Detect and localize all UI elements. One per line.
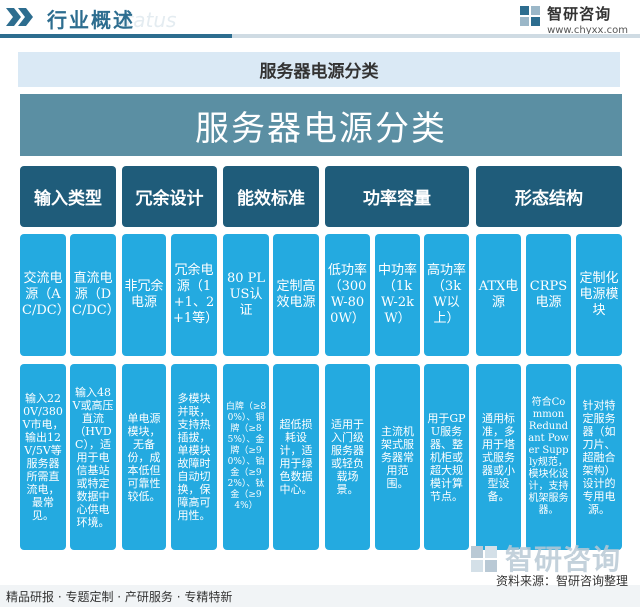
sub-high-power: 高功率（3kW以上） xyxy=(424,234,469,356)
desc-ac-dc: 输入220V/380V市电，输出12V/5V等服务器所需直流电，最常见。 xyxy=(20,364,66,550)
sub-non-redundant: 非冗余电源 xyxy=(122,234,166,356)
desc-dc-dc: 输入48V或高压直流（HVDC），适用于电信基站或特定数据中心供电环境。 xyxy=(70,364,116,550)
header: status 行业概述 智研咨询 www.chyxx.com xyxy=(0,0,640,38)
brand: 智研咨询 www.chyxx.com xyxy=(520,3,628,36)
desc-crps: 符合Common Redundant Power Supply规范，模块化设计，… xyxy=(526,364,571,550)
brand-url: www.chyxx.com xyxy=(547,25,628,36)
watermark-text: 智研咨询 xyxy=(505,543,622,576)
watermark-logo-icon xyxy=(469,544,499,574)
header-divider-accent xyxy=(0,34,232,38)
source-note: 资料来源：智研咨询整理 xyxy=(495,574,628,588)
sub-ac-dc: 交流电源（AC/DC） xyxy=(20,234,66,356)
page-title: 行业概述 xyxy=(47,8,135,32)
desc-low-power: 适用于入门级服务器或轻负载场景。 xyxy=(325,364,370,550)
desc-80plus: 白牌（≥80%）、铜牌（≥85%）、金牌（≥90%）、铂金（≥92%）、钛金（≥… xyxy=(223,364,269,550)
brand-name: 智研咨询 xyxy=(547,5,612,23)
footer-services: 精品研报 · 专题定制 · 产研服务 · 专精特新 xyxy=(6,590,233,604)
diagram-main-title: 服务器电源分类 xyxy=(20,94,622,156)
desc-high-power: 用于GPU服务器、整机柜或超大规模计算节点。 xyxy=(424,364,469,550)
desc-non-redundant: 单电源模块，无备份，成本低但可靠性较低。 xyxy=(122,364,166,550)
category-form-factor: 形态结构 xyxy=(476,166,622,227)
footer: 精品研报 · 专题定制 · 产研服务 · 专精特新 资料来源：智研咨询整理 xyxy=(0,574,640,607)
sub-custom-efficient: 定制高效电源 xyxy=(273,234,319,356)
sub-redundant: 冗余电源（1+1、2+1等） xyxy=(171,234,217,356)
category-input-type: 输入类型 xyxy=(20,166,116,227)
desc-custom-efficient: 超低损耗设计，适用于绿色数据中心。 xyxy=(273,364,319,550)
sub-low-power: 低功率（300W-800W） xyxy=(325,234,370,356)
header-watermark: status xyxy=(115,8,177,32)
sub-custom-module: 定制化电源模块 xyxy=(576,234,622,356)
sub-dc-dc: 直流电源（DC/DC） xyxy=(70,234,116,356)
brand-logo-icon xyxy=(519,5,541,27)
header-divider xyxy=(0,34,640,38)
desc-atx: 通用标准，多用于塔式服务器或小型设备。 xyxy=(476,364,521,550)
sub-80plus: 80 PLUS认证 xyxy=(223,234,269,356)
double-chevron-icon xyxy=(6,8,33,26)
diagram-subtitle: 服务器电源分类 xyxy=(18,52,620,87)
sub-crps: CRPS电源 xyxy=(526,234,571,356)
sub-atx: ATX电源 xyxy=(476,234,521,356)
category-redundancy: 冗余设计 xyxy=(122,166,217,227)
desc-mid-power: 主流机架式服务器常用范围。 xyxy=(375,364,420,550)
desc-redundant: 多模块并联，支持热插拔，单模块故障时自动切换，保障高可用性。 xyxy=(171,364,217,550)
sub-mid-power: 中功率（1kW-2kW） xyxy=(375,234,420,356)
category-efficiency: 能效标准 xyxy=(223,166,319,227)
category-power-capacity: 功率容量 xyxy=(325,166,469,227)
desc-custom-module: 针对特定服务器（如刀片、超融合架构）设计的专用电源。 xyxy=(576,364,622,550)
